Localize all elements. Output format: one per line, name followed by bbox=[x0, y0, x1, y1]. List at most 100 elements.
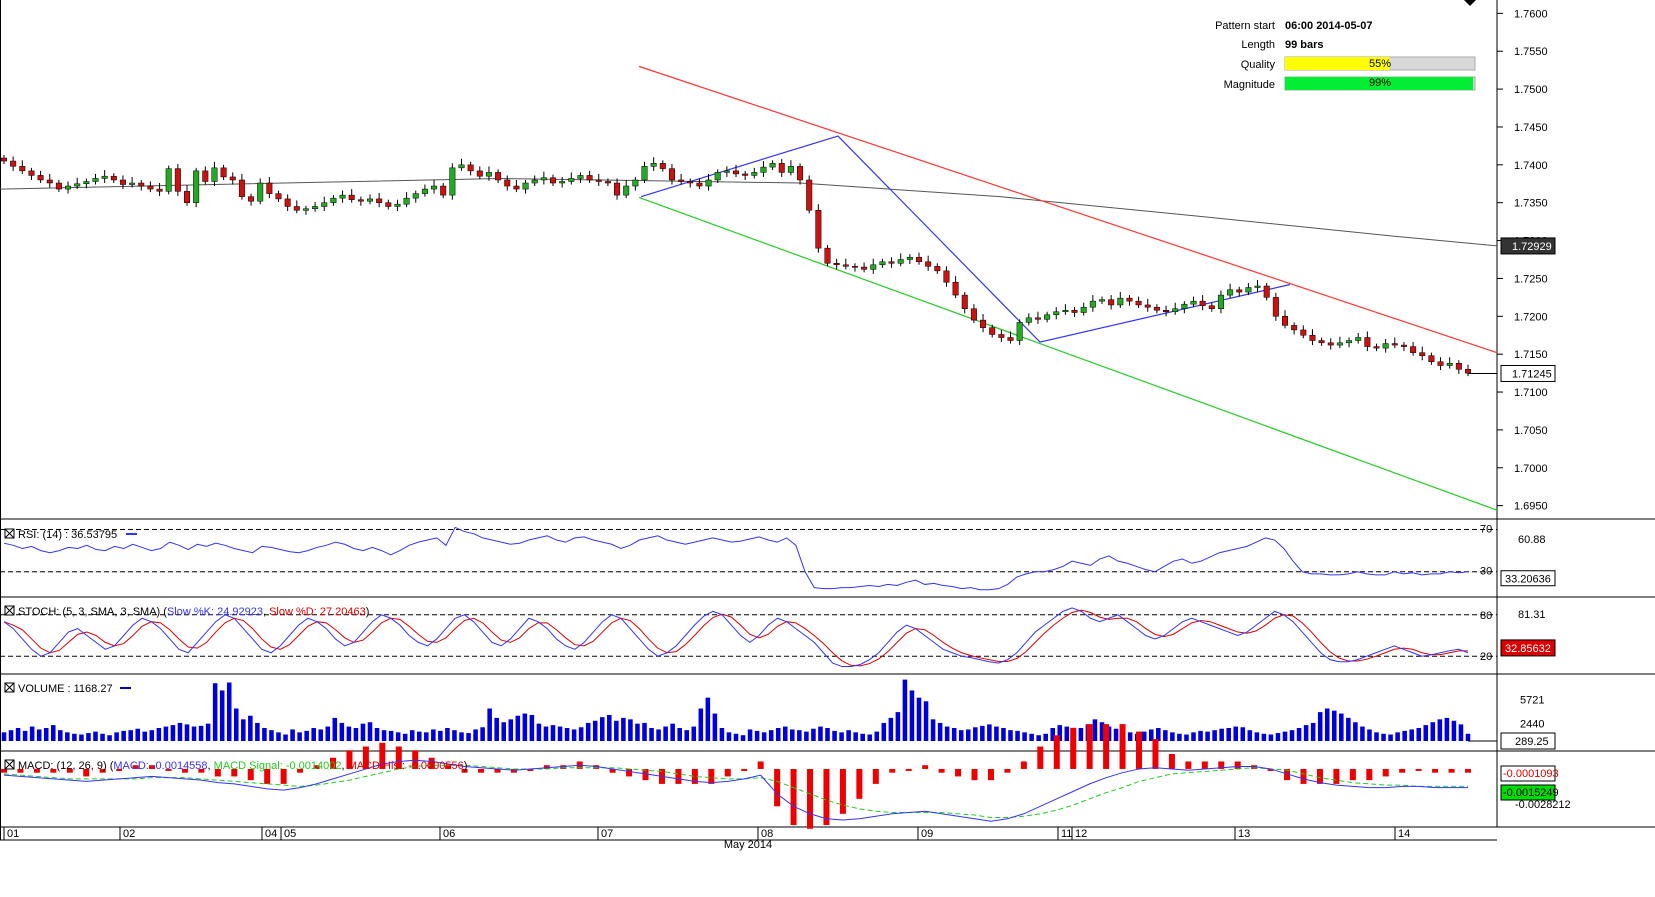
macd-hist-bar bbox=[987, 768, 994, 781]
volume-bar bbox=[58, 730, 63, 741]
candle-body bbox=[687, 181, 694, 184]
candle bbox=[1126, 295, 1133, 306]
volume-bar bbox=[923, 701, 929, 741]
candle bbox=[449, 163, 456, 200]
candle-body bbox=[870, 264, 877, 270]
candle bbox=[742, 170, 749, 180]
candle bbox=[714, 169, 721, 184]
candle bbox=[595, 173, 602, 187]
candle bbox=[302, 205, 309, 215]
candle bbox=[1272, 292, 1279, 321]
volume-bar bbox=[50, 725, 56, 741]
volume-bar bbox=[1064, 726, 1070, 741]
volume-bar bbox=[663, 726, 668, 741]
volume-bar bbox=[1198, 730, 1203, 741]
candle-body bbox=[659, 163, 666, 169]
volume-bar bbox=[691, 726, 697, 741]
candle bbox=[92, 173, 99, 185]
candle-body bbox=[851, 266, 858, 268]
volume-bar bbox=[1268, 734, 1274, 741]
macd-hist-bar bbox=[494, 768, 501, 773]
macd-hist-bar bbox=[905, 768, 912, 771]
candle-body bbox=[74, 183, 81, 187]
macd-hist-bar bbox=[839, 768, 846, 814]
candle-body bbox=[147, 185, 154, 190]
candle bbox=[943, 266, 950, 287]
macd-hist-bar bbox=[132, 765, 139, 769]
macd-hist-bar bbox=[971, 768, 978, 781]
candle-body bbox=[989, 327, 996, 335]
candle-body bbox=[1199, 300, 1206, 306]
candle-body bbox=[1172, 308, 1179, 313]
volume-bar bbox=[395, 732, 401, 741]
candle bbox=[1117, 292, 1124, 308]
candle bbox=[284, 194, 291, 212]
candle-body bbox=[1400, 344, 1407, 347]
volume-bar bbox=[944, 726, 950, 741]
volume-bar bbox=[438, 730, 443, 741]
candle bbox=[476, 166, 483, 180]
stoch-k-line bbox=[3, 607, 1469, 668]
volume-bar bbox=[15, 728, 21, 741]
candle-body bbox=[952, 281, 959, 296]
candle-body bbox=[1126, 297, 1133, 302]
candle-body bbox=[202, 170, 209, 182]
scroll-arrow-icon[interactable] bbox=[1464, 0, 1476, 6]
volume-bar bbox=[424, 732, 429, 741]
macd-hist-bar bbox=[1333, 768, 1340, 784]
volume-bar bbox=[1388, 734, 1393, 741]
volume-bar bbox=[1430, 722, 1436, 741]
candle-body bbox=[1355, 337, 1362, 341]
volume-bar bbox=[607, 715, 612, 741]
volume-bar bbox=[1191, 732, 1196, 741]
macd-line bbox=[3, 759, 1468, 822]
candle bbox=[504, 175, 511, 191]
candle bbox=[156, 183, 163, 196]
macd-hist-bar bbox=[889, 768, 896, 773]
candle-body bbox=[174, 168, 181, 192]
candle-body bbox=[504, 179, 511, 187]
candle bbox=[1089, 295, 1096, 312]
macd-tick-label: -0.0028212 bbox=[1515, 799, 1571, 811]
macd-hist-bar bbox=[823, 768, 830, 825]
volume-bar bbox=[318, 729, 324, 741]
candle bbox=[339, 190, 346, 203]
ma-value-label: 1.72929 bbox=[1512, 241, 1552, 253]
macd-hist-bar bbox=[757, 761, 764, 769]
volume-bar bbox=[332, 717, 338, 741]
volume-bar bbox=[276, 732, 281, 741]
rsi-level-label: 30 bbox=[1480, 566, 1492, 578]
candle bbox=[678, 173, 685, 185]
macd-hist-bar bbox=[675, 768, 682, 784]
volume-bar bbox=[381, 730, 387, 741]
candle-body bbox=[815, 210, 822, 249]
candle bbox=[1373, 343, 1380, 352]
candle-body bbox=[321, 202, 328, 207]
volume-bar bbox=[902, 679, 908, 741]
candle bbox=[696, 178, 703, 190]
volume-bar bbox=[346, 726, 352, 741]
candle bbox=[211, 161, 218, 187]
volume-bar bbox=[1078, 728, 1084, 741]
volume-bar bbox=[937, 722, 943, 741]
candle bbox=[632, 176, 639, 191]
candle bbox=[55, 179, 62, 193]
macd-hist-bar bbox=[1432, 768, 1439, 773]
volume-bar bbox=[705, 697, 711, 741]
candle bbox=[1, 154, 7, 165]
candle bbox=[293, 200, 300, 214]
pattern-info-box: Pattern start 06:00 2014-05-07 Length 99… bbox=[1215, 20, 1476, 91]
candle-body bbox=[861, 266, 868, 270]
candle-body bbox=[1382, 343, 1389, 349]
volume-bar bbox=[255, 722, 260, 741]
candle bbox=[357, 196, 364, 206]
candle bbox=[824, 245, 831, 267]
candle bbox=[806, 175, 813, 214]
macd-hist-bar bbox=[510, 768, 517, 773]
volume-bar bbox=[466, 733, 471, 741]
volume-panel bbox=[1, 679, 1497, 742]
volume-bar bbox=[1043, 733, 1048, 741]
volume-bar bbox=[431, 729, 436, 741]
volume-bar bbox=[585, 722, 591, 741]
candle-body bbox=[1007, 337, 1014, 341]
